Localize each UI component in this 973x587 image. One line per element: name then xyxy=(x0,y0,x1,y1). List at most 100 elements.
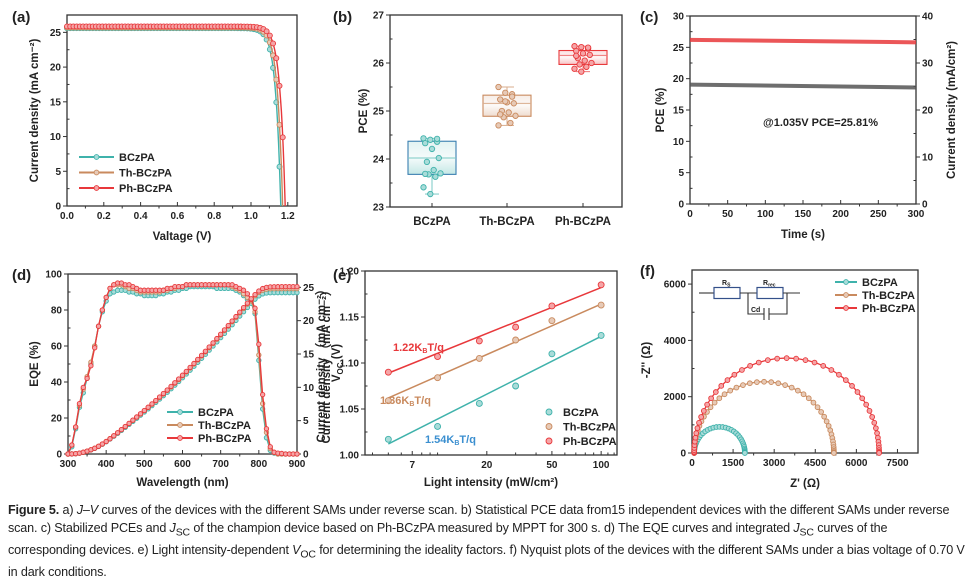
y-tick-label: 1.00 xyxy=(340,451,360,462)
nyquist-point xyxy=(820,363,827,369)
y-tick-label: 1.20 xyxy=(340,267,360,278)
nyquist-point xyxy=(764,357,771,363)
y-axis-label: Current density (mA cm⁻²) xyxy=(29,39,41,183)
eqe-point xyxy=(99,307,106,313)
x-tick-label: 4500 xyxy=(804,458,827,469)
legend-label: Ph-BCzPA xyxy=(563,436,617,448)
y-axis-label: VOC (V) xyxy=(331,344,345,382)
x-tick-label: 7500 xyxy=(886,458,909,469)
jsc-point xyxy=(145,404,151,410)
voc-point xyxy=(475,337,483,345)
x-tick-label: 600 xyxy=(174,459,191,470)
box-data-point xyxy=(512,112,519,119)
nyquist-point xyxy=(876,450,882,456)
nyquist-point xyxy=(716,395,723,402)
caption-jv: J–V xyxy=(76,503,99,517)
box-data-point xyxy=(507,119,514,127)
nyquist-point xyxy=(700,408,707,414)
x-tick-label: 0 xyxy=(687,209,693,220)
caption-text: of the champion device based on Ph-BCzPA… xyxy=(190,520,794,535)
legend-marker xyxy=(93,169,100,176)
box-data-point xyxy=(423,158,431,166)
legend-label: Th-BCzPA xyxy=(198,420,251,432)
y-tick-label: 20 xyxy=(51,414,63,425)
x-tick-label: 100 xyxy=(593,460,610,471)
eqe-point xyxy=(256,341,262,347)
legend-label: BCzPA xyxy=(119,152,155,164)
nyquist-point xyxy=(794,387,801,394)
eqe-point xyxy=(107,285,113,292)
jv-point xyxy=(266,32,273,39)
panel-c-mppt-chart: (c)0 50 100 150 200 250 3000510152025300102030… xyxy=(640,9,958,241)
box-data-point xyxy=(502,98,509,105)
jsc-point xyxy=(229,318,235,324)
jsc-point xyxy=(202,348,209,354)
box-data-point xyxy=(420,184,427,191)
y-tick-label: 27 xyxy=(373,11,385,22)
legend-marker xyxy=(177,422,183,428)
voc-point xyxy=(434,423,442,430)
y-right-tick-label: 0 xyxy=(922,200,928,211)
nyquist-point xyxy=(740,382,746,388)
voc-point xyxy=(434,374,442,382)
jsc-point xyxy=(198,352,205,358)
x-tick-label: 0.2 xyxy=(97,211,111,222)
eqe-point xyxy=(92,345,98,351)
panel-a-jv-chart: (a) 0.0 0.2 0.4 0.6 0.8 1.0 1.2 0 5 10 15 20 25 Valtag… xyxy=(12,9,298,243)
box-data-point xyxy=(427,136,434,143)
jsc-point xyxy=(214,335,220,342)
plot-frame xyxy=(66,14,298,207)
panel-label: (b) xyxy=(333,9,352,26)
box-data-point xyxy=(579,50,587,57)
jsc-point xyxy=(137,411,144,417)
jsc-point xyxy=(156,394,163,400)
caption-jsc-sub: SC xyxy=(175,526,190,539)
ideality-label: 1.36KBT/q xyxy=(380,395,431,408)
nyquist-point xyxy=(746,380,753,387)
jsc-point xyxy=(149,401,155,407)
legend-marker xyxy=(843,292,849,298)
y-tick-label: 25 xyxy=(50,28,62,39)
x-axis-label: Z' (Ω) xyxy=(790,478,820,490)
nyquist-point xyxy=(814,404,821,411)
eqe-point xyxy=(76,400,83,407)
y-tick-label: 100 xyxy=(45,270,62,281)
nyquist-point xyxy=(873,425,879,432)
x-axis-label: Light intensity (mW/cm²) xyxy=(424,477,558,489)
eqe-point xyxy=(80,384,86,391)
legend-label: Th-BCzPA xyxy=(119,168,172,180)
legend-marker xyxy=(177,409,183,415)
jsc-point xyxy=(172,380,178,386)
x-tick-label: 1500 xyxy=(722,458,745,469)
jsc-point xyxy=(168,383,174,390)
jv-point xyxy=(273,55,280,62)
box-data-point xyxy=(505,109,512,116)
jsc-point xyxy=(221,327,228,333)
panel-b-box-chart: (b) 23 24 25 26 27 PCE (%) BCzPA Th-BCzPA Ph-BCzP… xyxy=(333,9,623,228)
ideality-label: 1.54KBT/q xyxy=(425,434,476,447)
x-tick-label: 50 xyxy=(722,209,734,220)
jsc-point xyxy=(248,296,254,302)
nyquist-point xyxy=(704,401,710,408)
jv-curve-bczpa xyxy=(67,27,282,207)
y-tick-label: 20 xyxy=(50,63,62,74)
y-tick-label: 4000 xyxy=(664,336,687,347)
legend-label: Ph-BCzPA xyxy=(198,433,252,445)
y-right-tick-label: 40 xyxy=(922,12,934,23)
jsc-point xyxy=(176,376,182,382)
jsc-point xyxy=(191,360,197,367)
overlapping-axis-label: Current density （mA cm⁻²） xyxy=(314,283,328,442)
caption-jsc: J xyxy=(169,520,176,535)
jsc-point xyxy=(256,288,262,294)
nyquist-point xyxy=(733,384,740,391)
y-tick-label: 10 xyxy=(50,132,62,143)
jsc-point xyxy=(118,426,125,433)
nyquist-point xyxy=(742,450,748,456)
box-data-point xyxy=(495,83,502,91)
y-tick-label: 25 xyxy=(373,107,385,118)
circuit-wire xyxy=(747,293,764,315)
box-data-point xyxy=(432,173,439,180)
jsc-point xyxy=(206,344,212,350)
figure-caption: Figure 5. a) J–V curves of the devices w… xyxy=(8,502,968,581)
y-right-tick-label: 25 xyxy=(303,283,315,294)
